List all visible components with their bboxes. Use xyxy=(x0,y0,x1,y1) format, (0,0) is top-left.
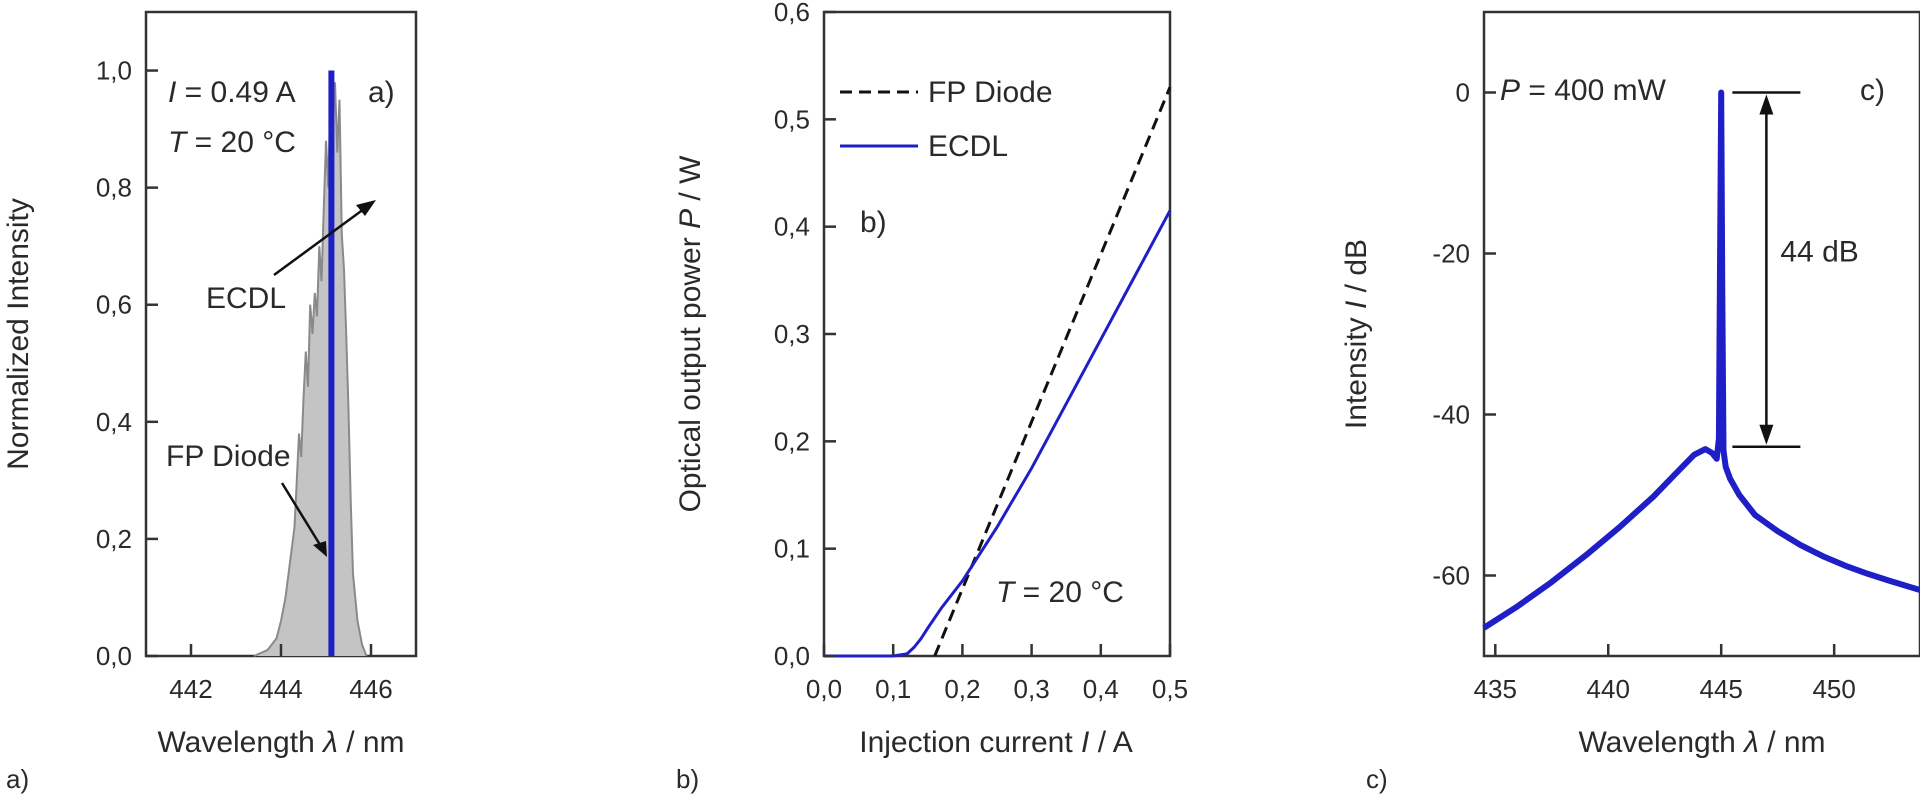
annotation-ecdl: ECDL xyxy=(206,282,286,315)
legend-ecdl-label: ECDL xyxy=(928,130,1008,163)
panel-c-x-axis-label: Wavelength λ / nm xyxy=(1578,726,1825,759)
panel-c-x-tick-label: 450 xyxy=(1812,674,1855,704)
panel-b-y-axis-label: Optical output power P / W xyxy=(674,155,707,513)
panel-a-label: a) xyxy=(368,76,395,109)
panel-a-corner-label: a) xyxy=(6,764,29,794)
panel-b-y-tick-label: 0,4 xyxy=(774,212,810,242)
panel-b-y-tick-label: 0,6 xyxy=(774,0,810,27)
panel-b-label: b) xyxy=(860,206,887,239)
annotation-fp-diode-arrow xyxy=(280,482,324,549)
panel-c-x-tick-label: 445 xyxy=(1700,674,1743,704)
panel-a-y-axis-label: Normalized Intensity xyxy=(2,198,35,470)
legend-fp-diode-label: FP Diode xyxy=(928,76,1053,109)
panel-a-y-tick-label: 1,0 xyxy=(96,56,132,86)
panel-b-temperature-condition: T = 20 °C xyxy=(996,576,1124,609)
panel-a-current-condition: I = 0.49 A xyxy=(168,76,296,109)
panel-c-corner-label: c) xyxy=(1366,764,1388,794)
panel-b-x-tick-label: 0,0 xyxy=(806,674,842,704)
fp-diode-spectrum-line xyxy=(253,82,368,657)
panel-b-x-axis-label: Injection current I / A xyxy=(859,726,1132,759)
spectrum-db-curve xyxy=(1482,89,1920,631)
panel-c: 435 440 445 450 0 -20 -40 -60 P = 400 mW c) 44… xyxy=(1340,10,1920,794)
annotation-ecdl-arrow xyxy=(273,204,369,277)
panel-a-y-tick-label: 0,2 xyxy=(96,524,132,554)
panel-a-y-tick-label: 0,0 xyxy=(96,641,132,671)
panel-b-corner-label: b) xyxy=(676,764,699,794)
panel-c-y-tick-label: 0 xyxy=(1456,78,1470,108)
panel-b-y-tick-label: 0,1 xyxy=(774,534,810,564)
panel-c-y-tick-label: -40 xyxy=(1432,400,1470,430)
panel-b-y-tick-label: 0,0 xyxy=(774,641,810,671)
dynamic-range-arrowhead-down xyxy=(1759,424,1774,445)
panel-c-x-tick-label: 435 xyxy=(1474,674,1517,704)
panel-b-x-tick-label: 0,2 xyxy=(944,674,980,704)
panel-c-x-tick-label: 440 xyxy=(1587,674,1630,704)
ecdl-power-curve xyxy=(824,209,1172,658)
panel-a-y-tick-label: 0,8 xyxy=(96,173,132,203)
panel-c-frame xyxy=(1482,10,1920,658)
panel-a-x-tick-label: 444 xyxy=(259,674,302,704)
panel-c-y-tick-label: -20 xyxy=(1432,239,1470,269)
panel-c-y-tick-label: -60 xyxy=(1432,561,1470,591)
panel-a-x-axis-label: Wavelength λ / nm xyxy=(157,726,404,759)
panel-b-y-tick-label: 0,5 xyxy=(774,104,810,134)
panel-b-x-tick-label: 0,4 xyxy=(1083,674,1119,704)
panel-b-y-tick-label: 0,3 xyxy=(774,319,810,349)
annotation-fp-diode-arrowhead xyxy=(313,541,327,557)
fp-diode-spectrum-fill xyxy=(254,82,367,657)
annotation-fp-diode: FP Diode xyxy=(166,440,291,473)
panel-a-y-tick-label: 0,6 xyxy=(96,290,132,320)
panel-a: 442 444 446 0,00,20,40,60,81,0 I = 0.49 A … xyxy=(2,10,418,794)
panel-b-y-tick-label: 0,2 xyxy=(774,426,810,456)
panel-b-x-tick-label: 0,5 xyxy=(1152,674,1188,704)
panel-c-power-condition: P = 400 mW xyxy=(1500,74,1667,107)
panel-b: 0,0 0,1 0,2 0,3 0,4 0,5 0,0 0,1 0,2 0,3 0,4 0,5 0,6… xyxy=(674,0,1188,794)
dynamic-range-label: 44 dB xyxy=(1780,236,1858,269)
panel-c-y-axis-label: Intensity I / dB xyxy=(1340,239,1373,429)
panel-a-y-tick-label: 0,4 xyxy=(96,407,132,437)
panel-a-temperature-condition: T = 20 °C xyxy=(168,126,296,159)
dynamic-range-arrowhead-up xyxy=(1759,94,1774,115)
panel-c-label: c) xyxy=(1860,74,1885,107)
panel-b-x-tick-label: 0,1 xyxy=(875,674,911,704)
annotation-ecdl-arrowhead xyxy=(356,200,376,216)
panel-b-x-tick-label: 0,3 xyxy=(1014,674,1050,704)
panel-a-x-tick-label: 442 xyxy=(169,674,212,704)
panel-a-x-tick-label: 446 xyxy=(349,674,392,704)
